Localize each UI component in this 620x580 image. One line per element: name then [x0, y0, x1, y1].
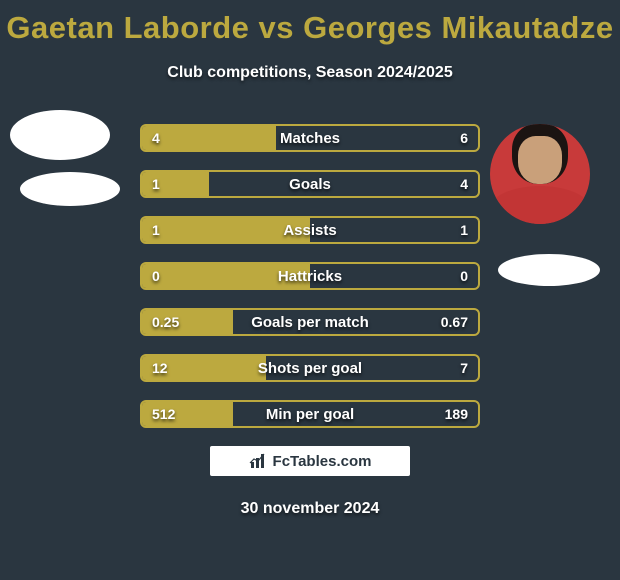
stat-value-left: 1 — [152, 218, 160, 242]
bar-left-fill — [142, 126, 276, 150]
stat-value-left: 0 — [152, 264, 160, 288]
chart-icon — [249, 453, 267, 469]
bar-left-fill — [142, 218, 310, 242]
stat-row: 512189Min per goal — [140, 400, 480, 428]
page-title: Gaetan Laborde vs Georges Mikautadze — [0, 0, 620, 46]
player-left-avatar-oval — [10, 110, 110, 160]
brand-badge: FcTables.com — [210, 446, 410, 476]
stat-row: 0.250.67Goals per match — [140, 308, 480, 336]
stat-value-right: 7 — [460, 356, 468, 380]
stat-row: 14Goals — [140, 170, 480, 198]
stat-value-left: 12 — [152, 356, 168, 380]
bar-left-fill — [142, 264, 310, 288]
stat-value-left: 1 — [152, 172, 160, 196]
stat-row: 11Assists — [140, 216, 480, 244]
stat-value-left: 512 — [152, 402, 175, 426]
stat-value-left: 0.25 — [152, 310, 179, 334]
stat-value-right: 1 — [460, 218, 468, 242]
stat-row: 00Hattricks — [140, 262, 480, 290]
subtitle: Club competitions, Season 2024/2025 — [0, 64, 620, 82]
player-left-name-oval — [20, 172, 120, 206]
stat-value-left: 4 — [152, 126, 160, 150]
stat-value-right: 0.67 — [441, 310, 468, 334]
stat-value-right: 0 — [460, 264, 468, 288]
stat-value-right: 4 — [460, 172, 468, 196]
player-right-name-oval — [498, 254, 600, 286]
comparison-bars: 46Matches14Goals11Assists00Hattricks0.25… — [140, 124, 480, 446]
brand-text: FcTables.com — [273, 453, 372, 470]
stat-value-right: 189 — [445, 402, 468, 426]
stat-row: 46Matches — [140, 124, 480, 152]
stat-value-right: 6 — [460, 126, 468, 150]
stat-row: 127Shots per goal — [140, 354, 480, 382]
date-text: 30 november 2024 — [0, 500, 620, 518]
player-right-avatar — [490, 124, 590, 224]
